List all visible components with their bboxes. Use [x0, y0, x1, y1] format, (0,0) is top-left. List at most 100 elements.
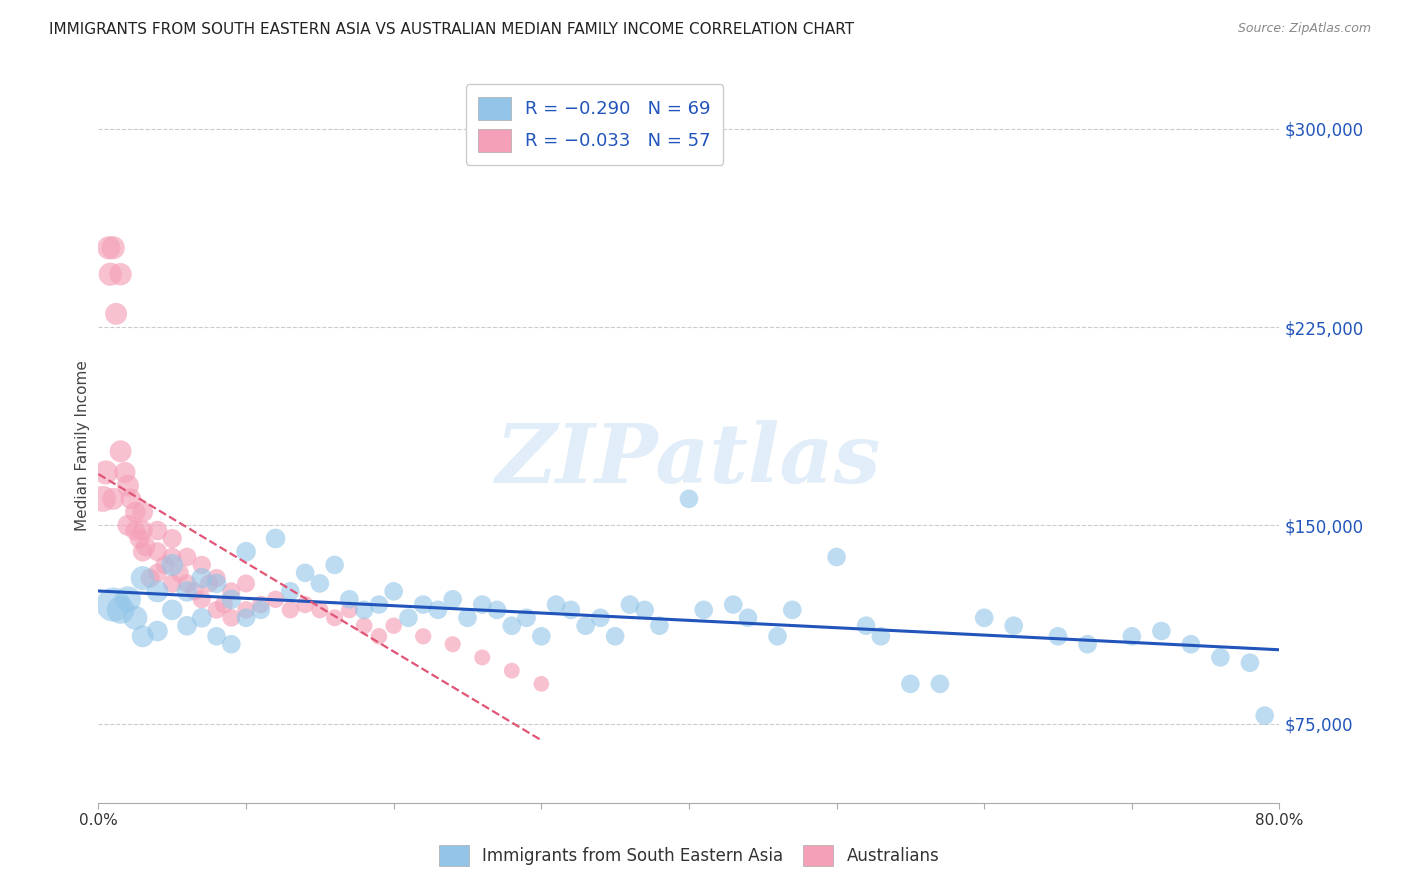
- Point: [162, 549, 183, 564]
- Point: [183, 584, 205, 599]
- Point: [146, 624, 169, 638]
- Point: [693, 603, 716, 617]
- Point: [98, 267, 121, 281]
- Point: [323, 611, 346, 625]
- Point: [929, 677, 952, 691]
- Point: [132, 505, 155, 519]
- Point: [205, 576, 228, 591]
- Point: [94, 466, 117, 480]
- Point: [412, 629, 434, 643]
- Point: [176, 584, 198, 599]
- Point: [110, 603, 132, 617]
- Point: [162, 558, 183, 572]
- Point: [132, 629, 155, 643]
- Point: [221, 592, 243, 607]
- Point: [471, 598, 494, 612]
- Point: [353, 618, 375, 632]
- Point: [132, 545, 155, 559]
- Point: [294, 566, 316, 580]
- Point: [264, 532, 287, 546]
- Point: [117, 478, 139, 492]
- Point: [530, 677, 553, 691]
- Y-axis label: Median Family Income: Median Family Income: [75, 360, 90, 532]
- Point: [339, 592, 361, 607]
- Point: [117, 592, 139, 607]
- Point: [457, 611, 479, 625]
- Point: [309, 603, 332, 617]
- Point: [1046, 629, 1070, 643]
- Point: [280, 584, 302, 599]
- Point: [153, 558, 176, 572]
- Point: [117, 518, 139, 533]
- Point: [212, 598, 235, 612]
- Point: [1002, 618, 1025, 632]
- Point: [162, 603, 183, 617]
- Point: [110, 267, 132, 281]
- Point: [124, 524, 146, 538]
- Point: [114, 466, 136, 480]
- Point: [110, 444, 132, 458]
- Point: [176, 549, 198, 564]
- Point: [191, 592, 214, 607]
- Point: [235, 576, 257, 591]
- Point: [235, 603, 257, 617]
- Point: [737, 611, 759, 625]
- Point: [1150, 624, 1173, 638]
- Point: [546, 598, 568, 612]
- Point: [323, 558, 346, 572]
- Point: [191, 611, 214, 625]
- Point: [105, 307, 128, 321]
- Point: [766, 629, 789, 643]
- Point: [191, 571, 214, 585]
- Point: [162, 532, 183, 546]
- Point: [1209, 650, 1232, 665]
- Point: [382, 618, 405, 632]
- Point: [146, 566, 169, 580]
- Point: [368, 629, 391, 643]
- Point: [250, 603, 273, 617]
- Point: [723, 598, 745, 612]
- Point: [176, 576, 198, 591]
- Point: [124, 611, 146, 625]
- Point: [441, 592, 464, 607]
- Point: [221, 637, 243, 651]
- Point: [205, 629, 228, 643]
- Point: [205, 571, 228, 585]
- Point: [782, 603, 804, 617]
- Point: [900, 677, 922, 691]
- Point: [339, 603, 361, 617]
- Point: [412, 598, 434, 612]
- Point: [139, 571, 162, 585]
- Point: [221, 584, 243, 599]
- Point: [103, 491, 125, 506]
- Point: [132, 524, 155, 538]
- Point: [205, 603, 228, 617]
- Point: [501, 618, 523, 632]
- Point: [382, 584, 405, 599]
- Point: [1077, 637, 1099, 651]
- Point: [575, 618, 598, 632]
- Point: [264, 592, 287, 607]
- Point: [973, 611, 995, 625]
- Point: [530, 629, 553, 643]
- Point: [825, 549, 848, 564]
- Point: [294, 598, 316, 612]
- Point: [634, 603, 657, 617]
- Point: [441, 637, 464, 651]
- Point: [235, 611, 257, 625]
- Text: ZIPatlas: ZIPatlas: [496, 420, 882, 500]
- Point: [120, 491, 142, 506]
- Point: [128, 532, 150, 546]
- Point: [132, 571, 155, 585]
- Point: [678, 491, 700, 506]
- Point: [516, 611, 538, 625]
- Point: [870, 629, 893, 643]
- Point: [97, 241, 120, 255]
- Point: [162, 576, 183, 591]
- Point: [368, 598, 391, 612]
- Point: [353, 603, 375, 617]
- Point: [146, 545, 169, 559]
- Point: [605, 629, 627, 643]
- Point: [198, 576, 221, 591]
- Point: [619, 598, 641, 612]
